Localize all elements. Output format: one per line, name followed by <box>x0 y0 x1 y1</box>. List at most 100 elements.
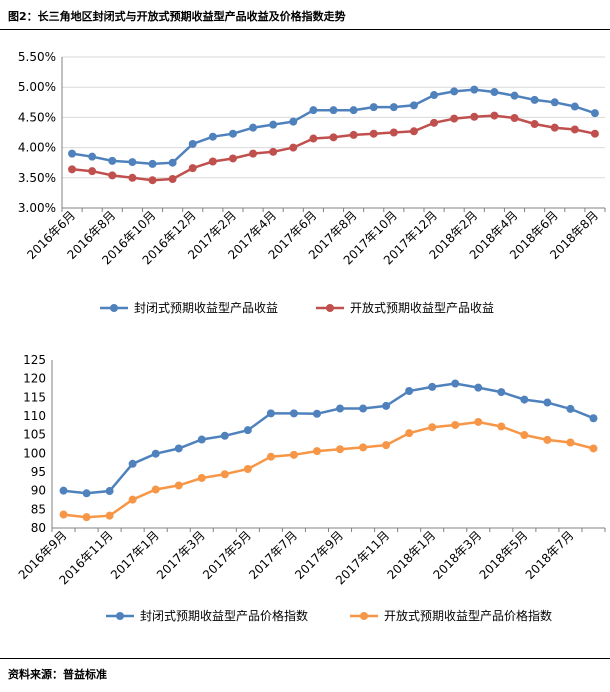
data-point-1 <box>490 88 499 97</box>
data-point-2 <box>470 112 479 121</box>
y-tick-label: 95 <box>31 465 46 479</box>
data-point-2 <box>128 173 137 182</box>
y-tick-label: 125 <box>23 353 46 367</box>
data-point-1 <box>168 158 177 167</box>
y-tick-label: 85 <box>31 502 46 516</box>
data-point-1 <box>589 414 598 423</box>
data-point-2 <box>490 111 499 120</box>
x-tick-label: 2018年1月 <box>384 528 438 582</box>
source-note: 资料来源：普益标准 <box>8 668 107 681</box>
data-point-2 <box>382 441 391 450</box>
data-point-1 <box>349 106 358 115</box>
data-point-2 <box>409 127 418 136</box>
y-tick-label: 4.50% <box>18 110 56 124</box>
data-point-2 <box>520 431 529 440</box>
x-tick-label: 2018年7月 <box>523 528 577 582</box>
data-point-1 <box>220 431 229 440</box>
data-point-1 <box>450 87 459 96</box>
data-point-1 <box>208 132 217 141</box>
data-point-1 <box>108 156 117 165</box>
data-point-1 <box>82 489 91 498</box>
data-point-1 <box>430 91 439 100</box>
data-point-1 <box>197 435 206 444</box>
data-point-1 <box>151 449 160 458</box>
data-point-2 <box>428 423 437 432</box>
series-line-1 <box>63 382 594 495</box>
data-point-2 <box>289 450 298 459</box>
figure-title: 图2：长三角地区封闭式与开放式预期收益型产品收益及价格指数走势 <box>8 10 346 23</box>
y-tick-label: 100 <box>23 446 46 460</box>
data-point-2 <box>289 143 298 152</box>
data-point-1 <box>550 98 559 107</box>
y-tick-label: 105 <box>23 428 46 442</box>
data-point-1 <box>428 382 437 391</box>
data-point-1 <box>309 106 318 115</box>
data-point-2 <box>543 435 552 444</box>
data-point-2 <box>88 167 97 176</box>
data-point-1 <box>329 106 338 115</box>
data-point-2 <box>188 164 197 173</box>
y-tick-label: 5.00% <box>18 80 56 94</box>
data-point-2 <box>197 473 206 482</box>
data-point-1 <box>389 103 398 112</box>
data-point-2 <box>530 120 539 129</box>
data-point-2 <box>451 420 460 429</box>
data-point-2 <box>570 125 579 134</box>
legend-marker-1 <box>110 304 118 312</box>
series-line-2 <box>63 420 594 519</box>
data-point-1 <box>59 486 68 495</box>
data-point-1 <box>336 404 345 413</box>
data-point-2 <box>405 429 414 438</box>
data-point-2 <box>228 154 237 163</box>
data-point-1 <box>520 395 529 404</box>
data-point-2 <box>208 157 217 166</box>
data-point-1 <box>369 103 378 112</box>
data-point-2 <box>566 438 575 447</box>
price-index-chart: 808590951001051101151201252016年9月2016年11… <box>16 353 606 623</box>
yield-chart: 3.00%3.50%4.00%4.50%5.00%5.50%2016年6月201… <box>18 50 606 315</box>
data-point-2 <box>369 129 378 138</box>
data-point-2 <box>312 447 321 456</box>
data-point-1 <box>451 379 460 388</box>
x-tick-label: 2017年1月 <box>108 528 162 582</box>
x-tick-label: 2017年7月 <box>246 528 300 582</box>
data-point-1 <box>148 159 157 168</box>
y-tick-label: 5.50% <box>18 50 56 64</box>
x-tick-label: 2018年3月 <box>431 528 485 582</box>
top-rule <box>0 29 610 30</box>
data-point-2 <box>151 485 160 494</box>
data-point-2 <box>309 134 318 143</box>
data-point-2 <box>59 510 68 519</box>
x-tick-label: 2017年3月 <box>154 528 208 582</box>
data-point-2 <box>430 118 439 127</box>
series-line-1 <box>71 88 596 166</box>
y-tick-label: 115 <box>23 390 46 404</box>
y-tick-label: 3.00% <box>18 201 56 215</box>
data-point-2 <box>389 128 398 137</box>
data-point-2 <box>269 147 278 156</box>
legend-marker-2 <box>326 304 334 312</box>
data-point-2 <box>550 123 559 132</box>
data-point-1 <box>68 149 77 158</box>
legend-label-1: 封闭式预期收益型产品收益 <box>134 301 278 315</box>
data-point-1 <box>249 123 258 132</box>
data-point-2 <box>266 452 275 461</box>
data-point-2 <box>220 470 229 479</box>
y-tick-label: 3.50% <box>18 171 56 185</box>
data-point-1 <box>359 404 368 413</box>
legend-label-2: 开放式预期收益型产品价格指数 <box>384 608 552 623</box>
data-point-1 <box>510 91 519 100</box>
data-point-1 <box>228 129 237 138</box>
legend-marker-1 <box>116 612 124 620</box>
data-point-2 <box>497 422 506 431</box>
data-point-1 <box>243 426 252 435</box>
data-point-1 <box>128 459 137 468</box>
data-point-1 <box>174 444 183 453</box>
data-point-2 <box>249 149 258 158</box>
data-point-1 <box>409 101 418 110</box>
x-tick-label: 2017年5月 <box>200 528 254 582</box>
x-tick-label: 2018年5月 <box>477 528 531 582</box>
legend-label-1: 封闭式预期收益型产品价格指数 <box>140 608 308 623</box>
data-point-2 <box>510 114 519 123</box>
data-point-2 <box>168 175 177 184</box>
